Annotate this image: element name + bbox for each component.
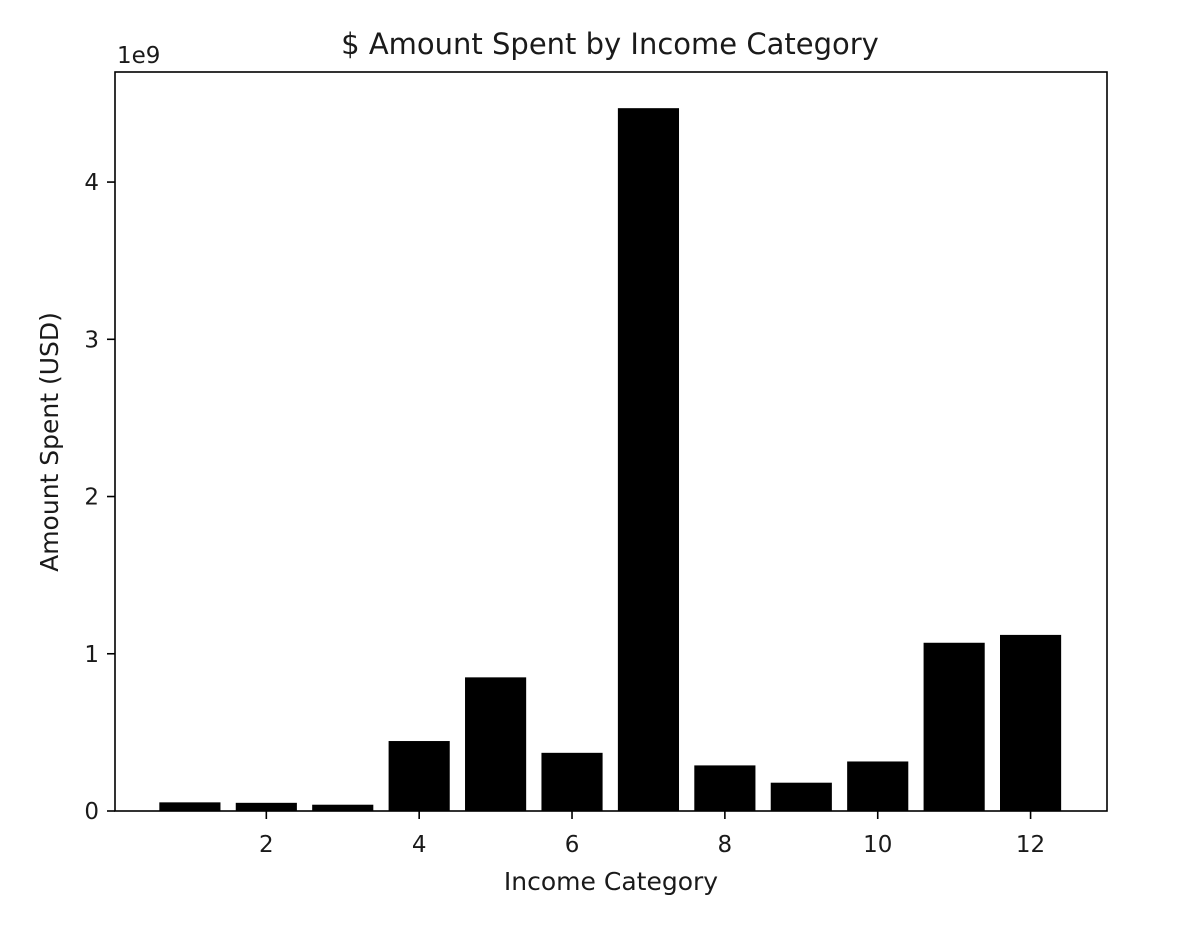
bars-group [159,108,1062,812]
bar-category-6 [541,752,603,811]
bar-category-2 [235,802,297,811]
y-tick-label: 1 [84,642,99,668]
y-tick-label: 0 [84,799,99,825]
x-tick-label: 12 [1016,832,1045,858]
x-tick-label: 8 [718,832,733,858]
bar-category-8 [694,765,756,811]
bar-category-3 [312,804,374,811]
x-tick-label: 4 [412,832,427,858]
y-tick-label: 4 [84,170,99,196]
bar-category-1 [159,802,221,811]
x-axis-ticks: 2 4 6 8 10 12 [259,811,1045,858]
x-tick-label: 2 [259,832,274,858]
bar-category-9 [770,782,832,811]
y-axis-label: Amount Spent (USD) [35,312,64,572]
plot-frame [114,71,1108,812]
chart-title: $ Amount Spent by Income Category [341,27,879,61]
bar-category-5 [465,677,527,811]
bar-category-7 [617,108,680,812]
y-axis-ticks: 0 1 2 3 4 [84,170,115,825]
y-tick-label: 3 [84,327,99,353]
bar-category-12 [1000,634,1062,811]
y-axis-offset-label: 1e9 [117,43,160,69]
bar-category-11 [923,642,985,811]
x-tick-label: 6 [565,832,580,858]
x-tick-label: 10 [863,832,892,858]
x-axis-label: Income Category [504,867,718,896]
bar-category-10 [847,761,909,811]
y-tick-label: 2 [84,485,99,511]
bar-category-4 [388,741,450,811]
